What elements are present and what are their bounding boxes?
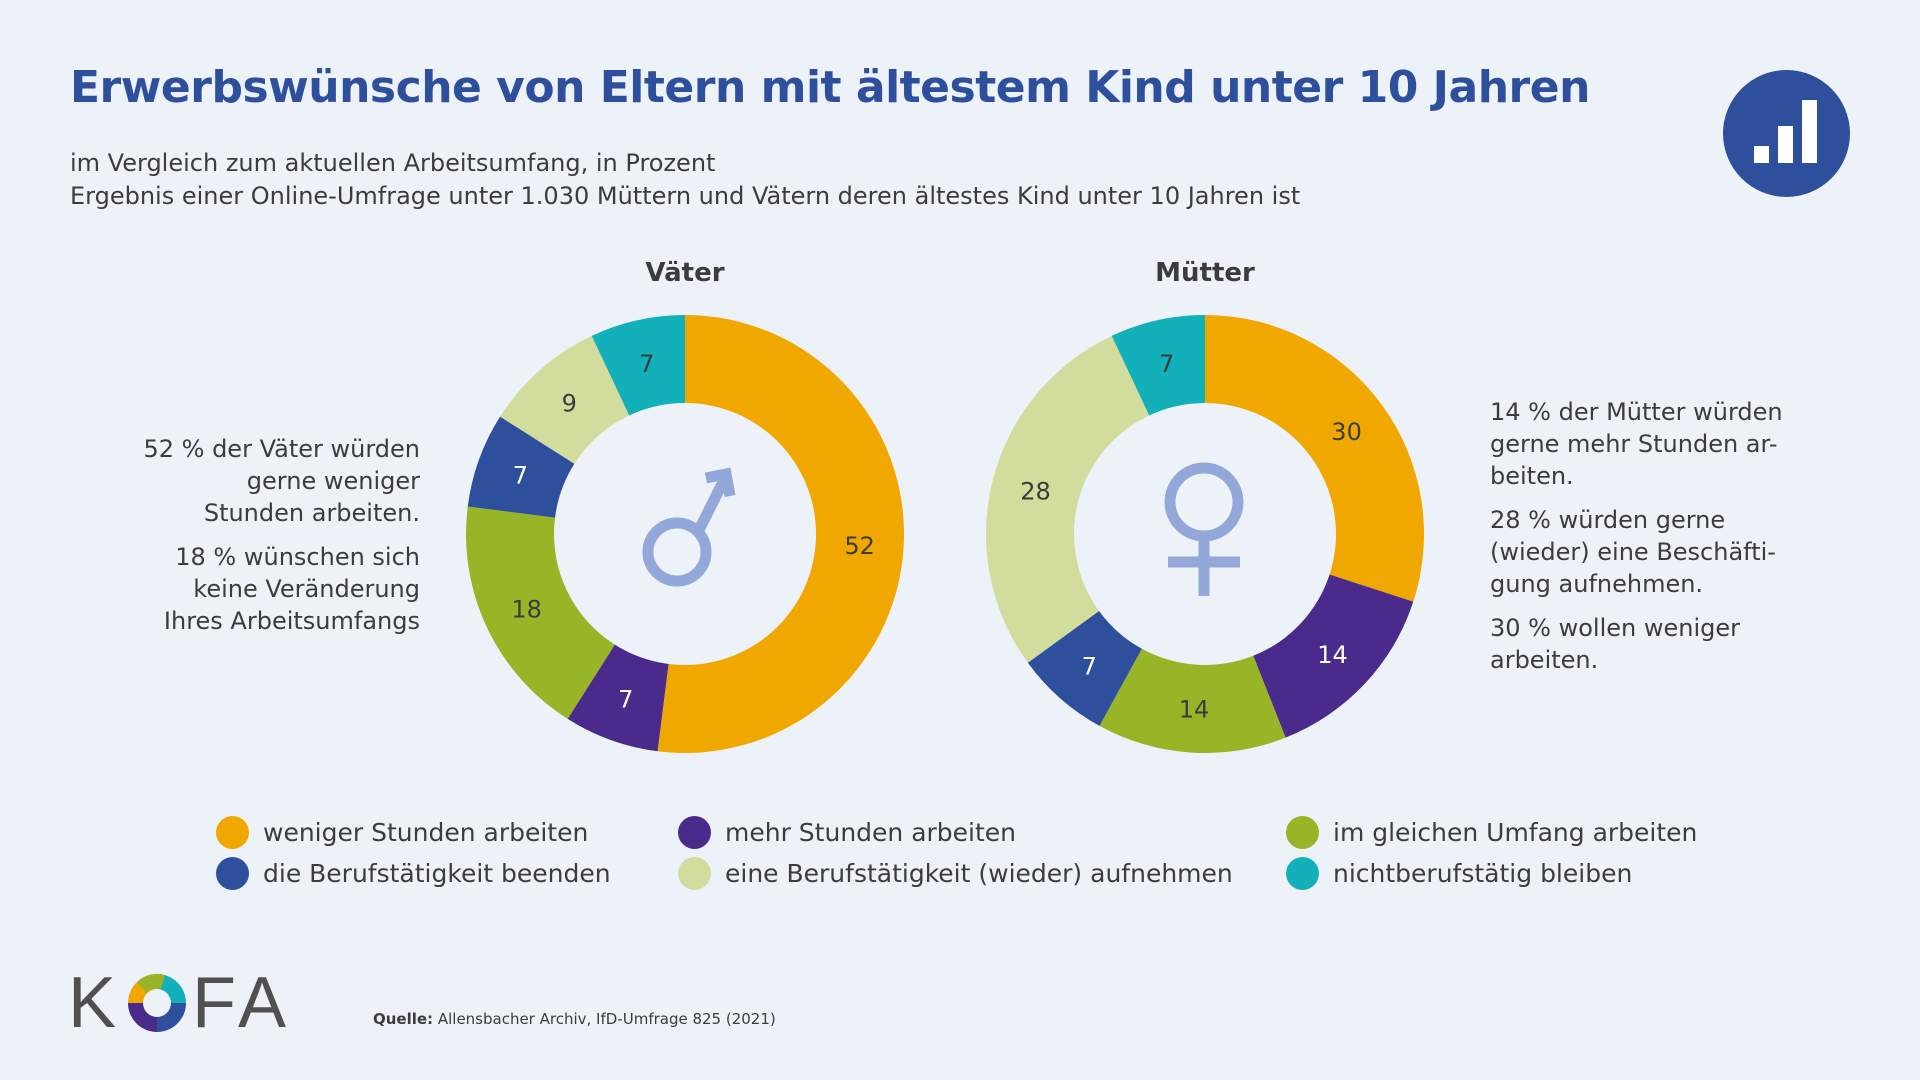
fathers-value-label-0: 52 [844,532,875,560]
mothers-slice-2 [1099,648,1286,753]
fathers-slice-5 [591,315,685,416]
bar-chart-icon-bar-2 [1778,126,1793,163]
donut-title-mothers: Mütter [1155,258,1255,288]
mothers-slice-3 [1027,610,1142,726]
legend-label: im gleichen Umfang arbeiten [1333,818,1698,847]
legend-swatch [216,857,249,890]
source-note: Quelle: Allensbacher Archiv, IfD-Umfrage… [373,1010,776,1028]
kofa-logo: K FA [68,962,292,1044]
fathers-slice-0 [657,315,905,753]
legend-swatch [1286,816,1319,849]
note-mothers: 14 % der Mütter würden gerne mehr Stunde… [1490,396,1790,688]
fathers-slice-2 [466,506,615,719]
legend-item-gleich: im gleichen Umfang arbeiten [1286,816,1697,849]
fathers-slice-3 [467,416,575,518]
fathers-value-label-5: 7 [639,350,654,378]
subtitle-line-1: im Vergleich zum aktuellen Arbeitsumfang… [70,149,716,177]
legend-label: weniger Stunden arbeiten [263,818,589,847]
donut-chart-fathers: 52 7 18 7 9 7 [466,315,905,753]
note-fathers-1: 52 % der Väter würden gerne weniger Stun… [143,435,420,527]
bar-chart-icon [1723,70,1850,197]
legend-swatch [678,857,711,890]
mothers-slice-0 [1205,315,1424,602]
fathers-value-label-4: 9 [562,390,577,418]
legend-label: nichtberufstätig bleiben [1333,859,1633,888]
note-mothers-3: 30 % wollen weniger arbeiten. [1490,614,1740,674]
mothers-value-label-0: 30 [1331,418,1362,446]
mothers-value-label-1: 14 [1317,641,1348,669]
fathers-value-label-3: 7 [513,462,528,490]
mothers-slice-5 [1111,315,1205,416]
fathers-value-label-2: 18 [511,596,542,624]
note-fathers-2: 18 % wünschen sich keine Veränderung Ihr… [163,543,420,635]
legend: weniger Stunden arbeiten mehr Stunden ar… [0,816,1920,906]
source-label: Quelle: [373,1010,434,1028]
legend-swatch [678,816,711,849]
legend-item-beenden: die Berufstätigkeit beenden [216,857,611,890]
fathers-slice-4 [500,335,630,464]
mothers-slice-1 [1253,574,1414,738]
note-fathers: 52 % der Väter würden gerne weniger Stun… [140,433,420,649]
mothers-value-label-2: 14 [1179,696,1210,724]
subtitle: im Vergleich zum aktuellen Arbeitsumfang… [70,147,1300,213]
fathers-slice-1 [567,644,669,752]
logo-letters-fa: FA [192,963,293,1043]
legend-label: mehr Stunden arbeiten [725,818,1017,847]
mothers-value-label-4: 28 [1020,477,1051,505]
note-mothers-1: 14 % der Mütter würden gerne mehr Stunde… [1490,398,1783,490]
mothers-value-label-3: 7 [1082,652,1097,680]
legend-swatch [1286,857,1319,890]
legend-item-aufnehmen: eine Berufstätigkeit (wieder) aufnehmen [678,857,1233,890]
note-mothers-2: 28 % würden gerne (wieder) eine Beschäft… [1490,506,1776,598]
mothers-value-label-5: 7 [1159,350,1174,378]
donut-title-fathers: Väter [645,258,725,288]
bar-chart-icon-bar-3 [1802,100,1817,163]
legend-label: die Berufstätigkeit beenden [263,859,611,888]
subtitle-line-2: Ergebnis einer Online-Umfrage unter 1.03… [70,182,1301,210]
legend-item-mehr: mehr Stunden arbeiten [678,816,1016,849]
page-title: Erwerbswünsche von Eltern mit ältestem K… [70,62,1590,113]
legend-swatch [216,816,249,849]
male-symbol-icon [642,467,736,587]
source-text: Allensbacher Archiv, IfD-Umfrage 825 (20… [437,1010,776,1028]
bar-chart-icon-bar-1 [1754,146,1769,163]
legend-label: eine Berufstätigkeit (wieder) aufnehmen [725,859,1233,888]
donut-chart-mothers: 30 14 14 7 28 7 [986,315,1424,753]
fathers-value-label-1: 7 [618,686,633,714]
mothers-slice-4 [986,335,1150,663]
legend-item-weniger: weniger Stunden arbeiten [216,816,588,849]
logo-letter-k: K [68,963,123,1043]
donut-charts: 52 7 18 7 9 7 30 14 14 7 28 7 [466,315,1424,753]
legend-item-nichtberufstaetig: nichtberufstätig bleiben [1286,857,1632,890]
kofa-swirl-icon [128,973,187,1032]
female-symbol-icon [1164,462,1244,596]
